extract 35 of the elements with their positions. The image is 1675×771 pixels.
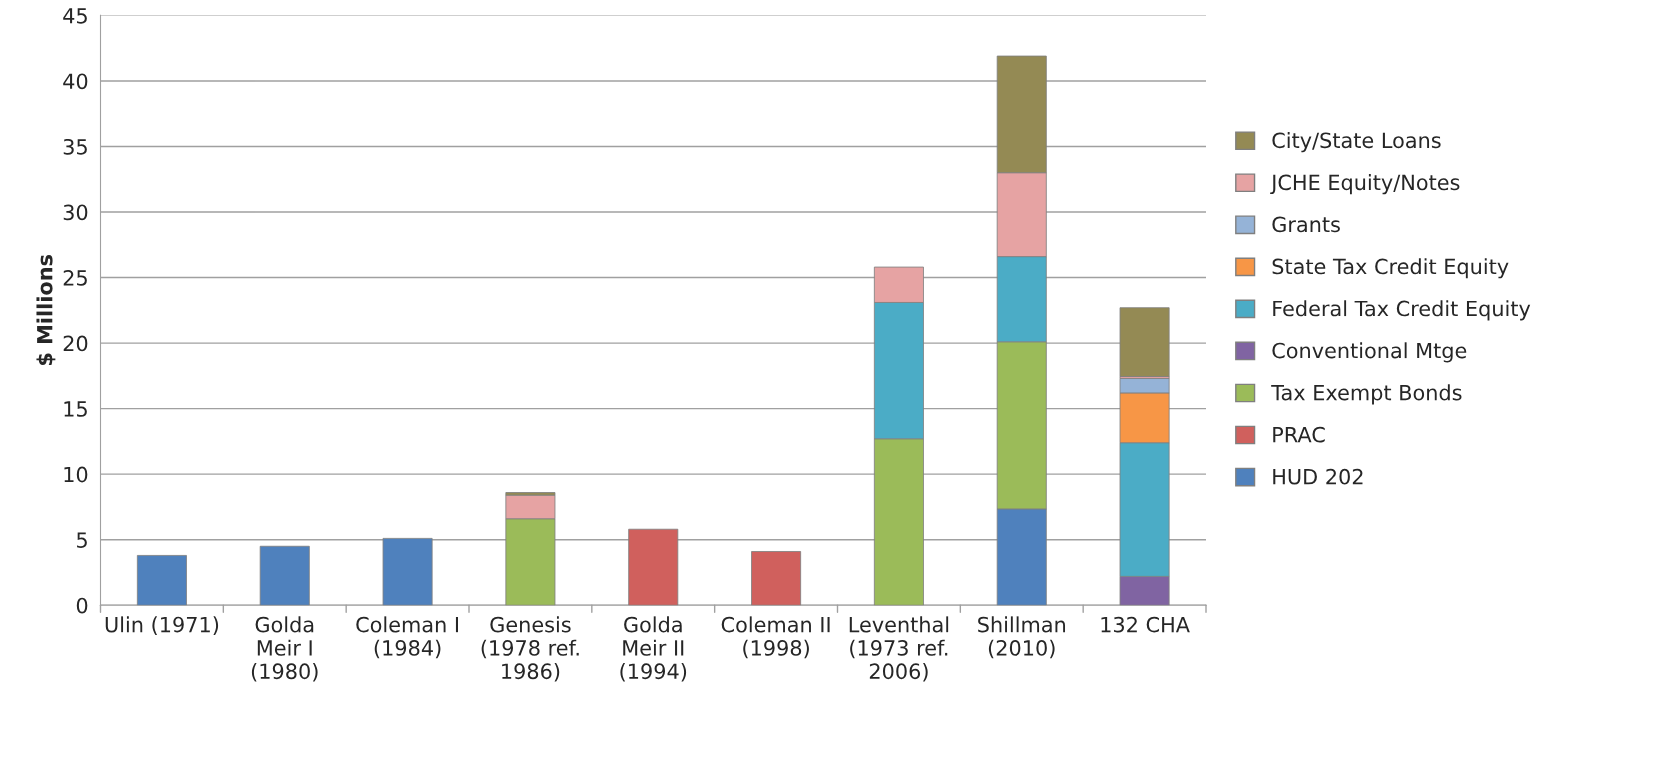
x-tick-label: Golda Meir II (1994) [620, 616, 687, 682]
x-tick-label: Coleman I (1984) [356, 616, 458, 659]
y-tick-label: 10 [64, 466, 88, 483]
bar [382, 537, 433, 606]
x-tick-label: Shillman (2010) [978, 616, 1066, 659]
y-axis-title: $ Millions [36, 255, 56, 365]
bar [259, 545, 310, 606]
y-tick-label: 30 [63, 204, 88, 221]
y-tick-label: 25 [63, 270, 87, 286]
x-tick-label: Ulin (1971) [105, 616, 219, 635]
y-tick-label: 35 [63, 138, 87, 155]
legend-label: HUD 202 [1273, 468, 1363, 485]
y-tick-label: 15 [64, 401, 87, 417]
x-tick-label: 132 CHA [1101, 616, 1190, 633]
bar [1119, 307, 1170, 377]
bar [628, 528, 679, 606]
legend-label: Federal Tax Credit Equity [1273, 300, 1531, 321]
y-tick-label: 45 [63, 8, 87, 24]
x-tick-label: Leventhal (1973 ref. 2006) [849, 616, 949, 682]
legend-label: Grants [1272, 216, 1340, 233]
x-tick-label: Golda Meir I (1980) [251, 616, 318, 682]
y-tick-label: 20 [63, 335, 88, 352]
legend-label: City/State Loans [1272, 132, 1441, 153]
bar [751, 551, 802, 606]
legend-label: Conventional Mtge [1272, 342, 1467, 363]
x-tick-label: Coleman II (1998) [721, 616, 830, 659]
y-tick-label: 40 [63, 73, 88, 90]
legend-label: PRAC [1273, 426, 1325, 443]
y-tick-label: 0 [76, 597, 88, 614]
legend-label: JCHE Equity/Notes [1270, 174, 1460, 195]
bar [136, 555, 187, 606]
x-tick-label: Genesis (1978 ref. 1986) [481, 616, 579, 682]
y-tick-label: 5 [77, 532, 87, 548]
legend-label: Tax Exempt Bonds [1271, 384, 1462, 405]
legend-label: State Tax Credit Equity [1272, 258, 1509, 279]
